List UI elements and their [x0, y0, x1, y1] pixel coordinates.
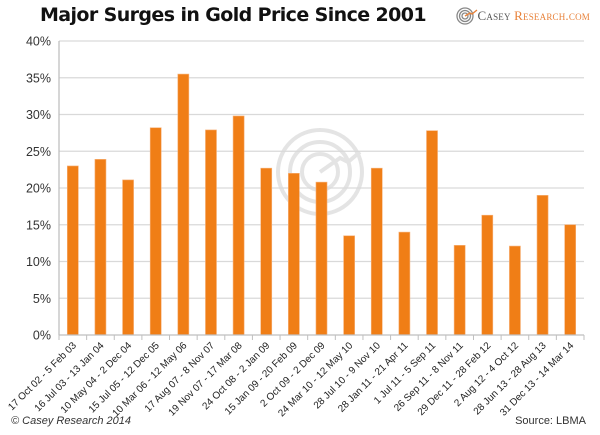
- bar: [536, 195, 549, 336]
- y-tick-label: 5%: [33, 292, 51, 306]
- casey-spiral-logo-icon: [455, 7, 477, 25]
- brand-research-text: Research.com: [514, 8, 590, 23]
- y-tick-label: 0%: [33, 329, 51, 343]
- bar: [370, 167, 383, 336]
- brand-casey-text: Casey: [477, 8, 511, 23]
- y-tick-label: 20%: [26, 182, 51, 196]
- bar: [177, 73, 190, 336]
- y-axis-ticks: 0% 5% 10% 15% 20% 25% 30% 35% 40%: [26, 35, 51, 343]
- bar: [453, 245, 466, 336]
- bar: [94, 159, 107, 336]
- bar: [232, 115, 245, 336]
- source-note: Source: LBMA: [515, 415, 586, 427]
- bars: [66, 73, 577, 336]
- bar: [288, 173, 300, 336]
- bar: [260, 167, 273, 336]
- copyright-note: © Casey Research 2014: [11, 415, 132, 427]
- y-tick-label: 25%: [26, 145, 51, 159]
- bar: [426, 130, 438, 336]
- bar: [564, 224, 577, 336]
- bar: [149, 127, 162, 336]
- bar: [343, 235, 355, 336]
- y-tick-label: 30%: [26, 108, 51, 122]
- brand-logo: Casey Research.com: [455, 7, 590, 25]
- bar: [509, 245, 521, 336]
- bar: [205, 129, 217, 336]
- bar: [315, 181, 328, 336]
- y-tick-label: 10%: [26, 255, 51, 269]
- axes: [58, 41, 585, 340]
- bar: [122, 179, 134, 336]
- bar: [66, 165, 79, 336]
- bar: [398, 231, 411, 336]
- y-tick-label: 35%: [26, 71, 51, 85]
- chart-title: Major Surges in Gold Price Since 2001: [39, 4, 427, 26]
- y-tick-label: 15%: [26, 218, 51, 232]
- bar: [481, 214, 494, 336]
- y-tick-label: 40%: [26, 35, 51, 49]
